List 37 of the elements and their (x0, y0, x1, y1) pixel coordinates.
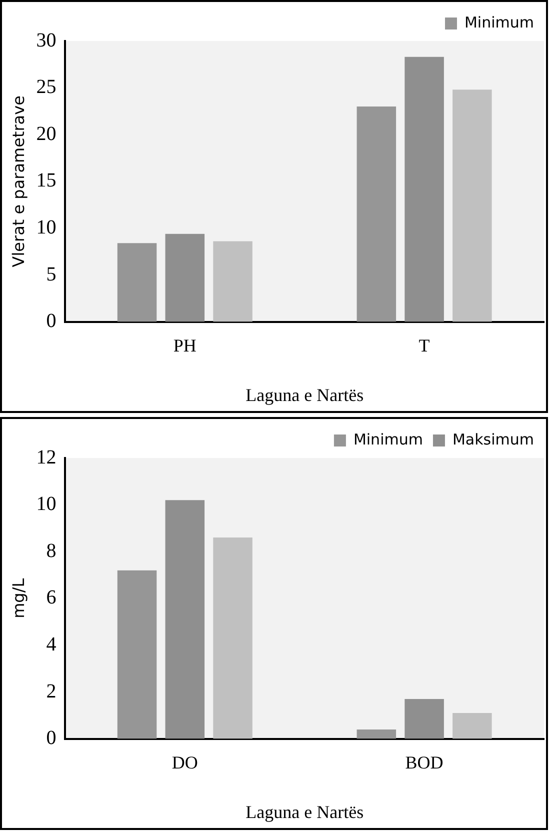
bar (117, 243, 157, 322)
y-tick-label: 20 (36, 122, 56, 145)
y-tick-label: 10 (36, 216, 56, 238)
y-tick-label: 2 (46, 680, 56, 702)
y-axis-title: mg/L (8, 578, 28, 618)
y-tick-label: 0 (46, 310, 56, 332)
bar (356, 729, 396, 739)
x-tick-label: PH (173, 335, 196, 356)
x-tick-label: T (418, 335, 430, 356)
legend-label: Minimum (353, 430, 423, 448)
y-tick-label: 10 (36, 493, 56, 516)
y-tick-label: 15 (36, 170, 56, 192)
y-axis-title: Vlerat e parametrave (8, 96, 28, 268)
y-tick-label: 5 (46, 263, 56, 286)
y-tick-label: 25 (36, 76, 56, 98)
bar (213, 241, 252, 322)
bar (404, 56, 444, 322)
bar (404, 699, 444, 739)
bar (356, 106, 396, 322)
x-tick-label: DO (172, 752, 198, 772)
legend-label: Maksimum (452, 430, 534, 448)
bar (165, 500, 205, 739)
y-tick-label: 30 (36, 29, 56, 52)
bar (452, 713, 492, 739)
bar (117, 570, 157, 739)
x-tick-label: BOD (405, 752, 444, 772)
y-tick-label: 0 (46, 727, 56, 750)
y-tick-label: 6 (46, 586, 56, 609)
legend-label: Minimum (464, 13, 534, 32)
x-axis-title: Laguna e Nartës (246, 384, 364, 405)
bar (165, 234, 205, 322)
bar (452, 90, 492, 322)
y-tick-label: 12 (36, 446, 56, 468)
x-axis-title: Laguna e Nartës (246, 802, 364, 822)
bar (213, 538, 252, 739)
y-tick-label: 8 (46, 540, 56, 562)
y-tick-label: 4 (46, 633, 56, 656)
